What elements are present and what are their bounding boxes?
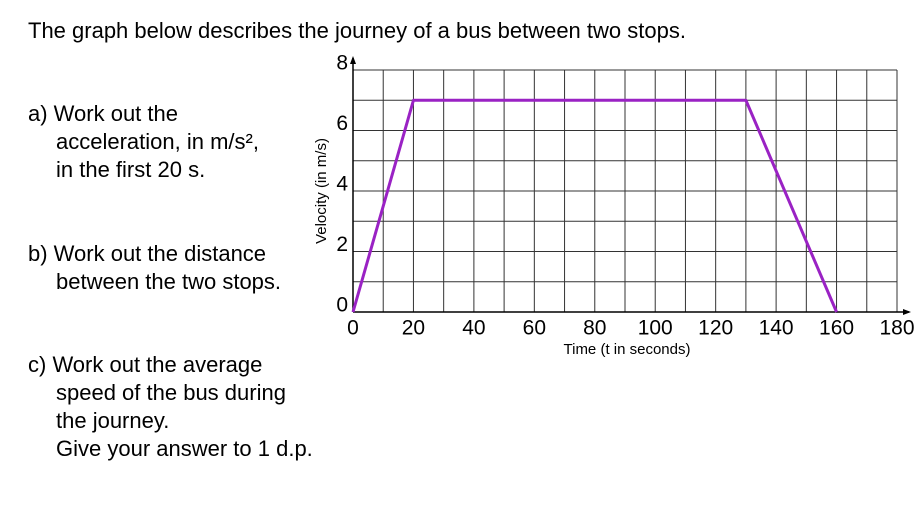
- y-axis-arrow: [350, 56, 356, 64]
- question-line: Give your answer to 1 d.p.: [56, 436, 313, 461]
- question-line: acceleration, in m/s²,: [56, 129, 259, 154]
- question-line: in the first 20 s.: [56, 157, 205, 182]
- x-tick-label: 0: [347, 317, 359, 340]
- x-tick-label: 140: [759, 317, 794, 340]
- heading: The graph below describes the journey of…: [28, 18, 686, 43]
- velocity-line: [351, 98, 838, 313]
- y-tick-label: 0: [336, 294, 348, 317]
- y-tick-label: 2: [336, 233, 348, 256]
- question-line: the journey.: [56, 408, 169, 433]
- x-axis-arrow: [903, 309, 911, 315]
- x-axis-label: Time (t in seconds): [564, 341, 691, 358]
- x-tick-label: 180: [879, 317, 914, 340]
- question-line: a) Work out the: [28, 101, 178, 126]
- x-tick-label: 120: [698, 317, 733, 340]
- x-tick-label: 20: [402, 317, 425, 340]
- x-tick-label: 80: [583, 317, 606, 340]
- x-tick-label: 160: [819, 317, 854, 340]
- x-tick-label: 100: [638, 317, 673, 340]
- x-tick-label: 60: [523, 317, 546, 340]
- question-line: b) Work out the distance: [28, 241, 266, 266]
- y-tick-label: 8: [336, 52, 348, 75]
- y-tick-label: 4: [336, 173, 348, 196]
- x-tick-label: 40: [462, 317, 485, 340]
- y-axis-label: Velocity (in m/s): [313, 138, 330, 244]
- question-line: between the two stops.: [56, 269, 281, 294]
- question-line: speed of the bus during: [56, 380, 286, 405]
- question-line: c) Work out the average: [28, 352, 262, 377]
- y-tick-label: 6: [336, 112, 348, 135]
